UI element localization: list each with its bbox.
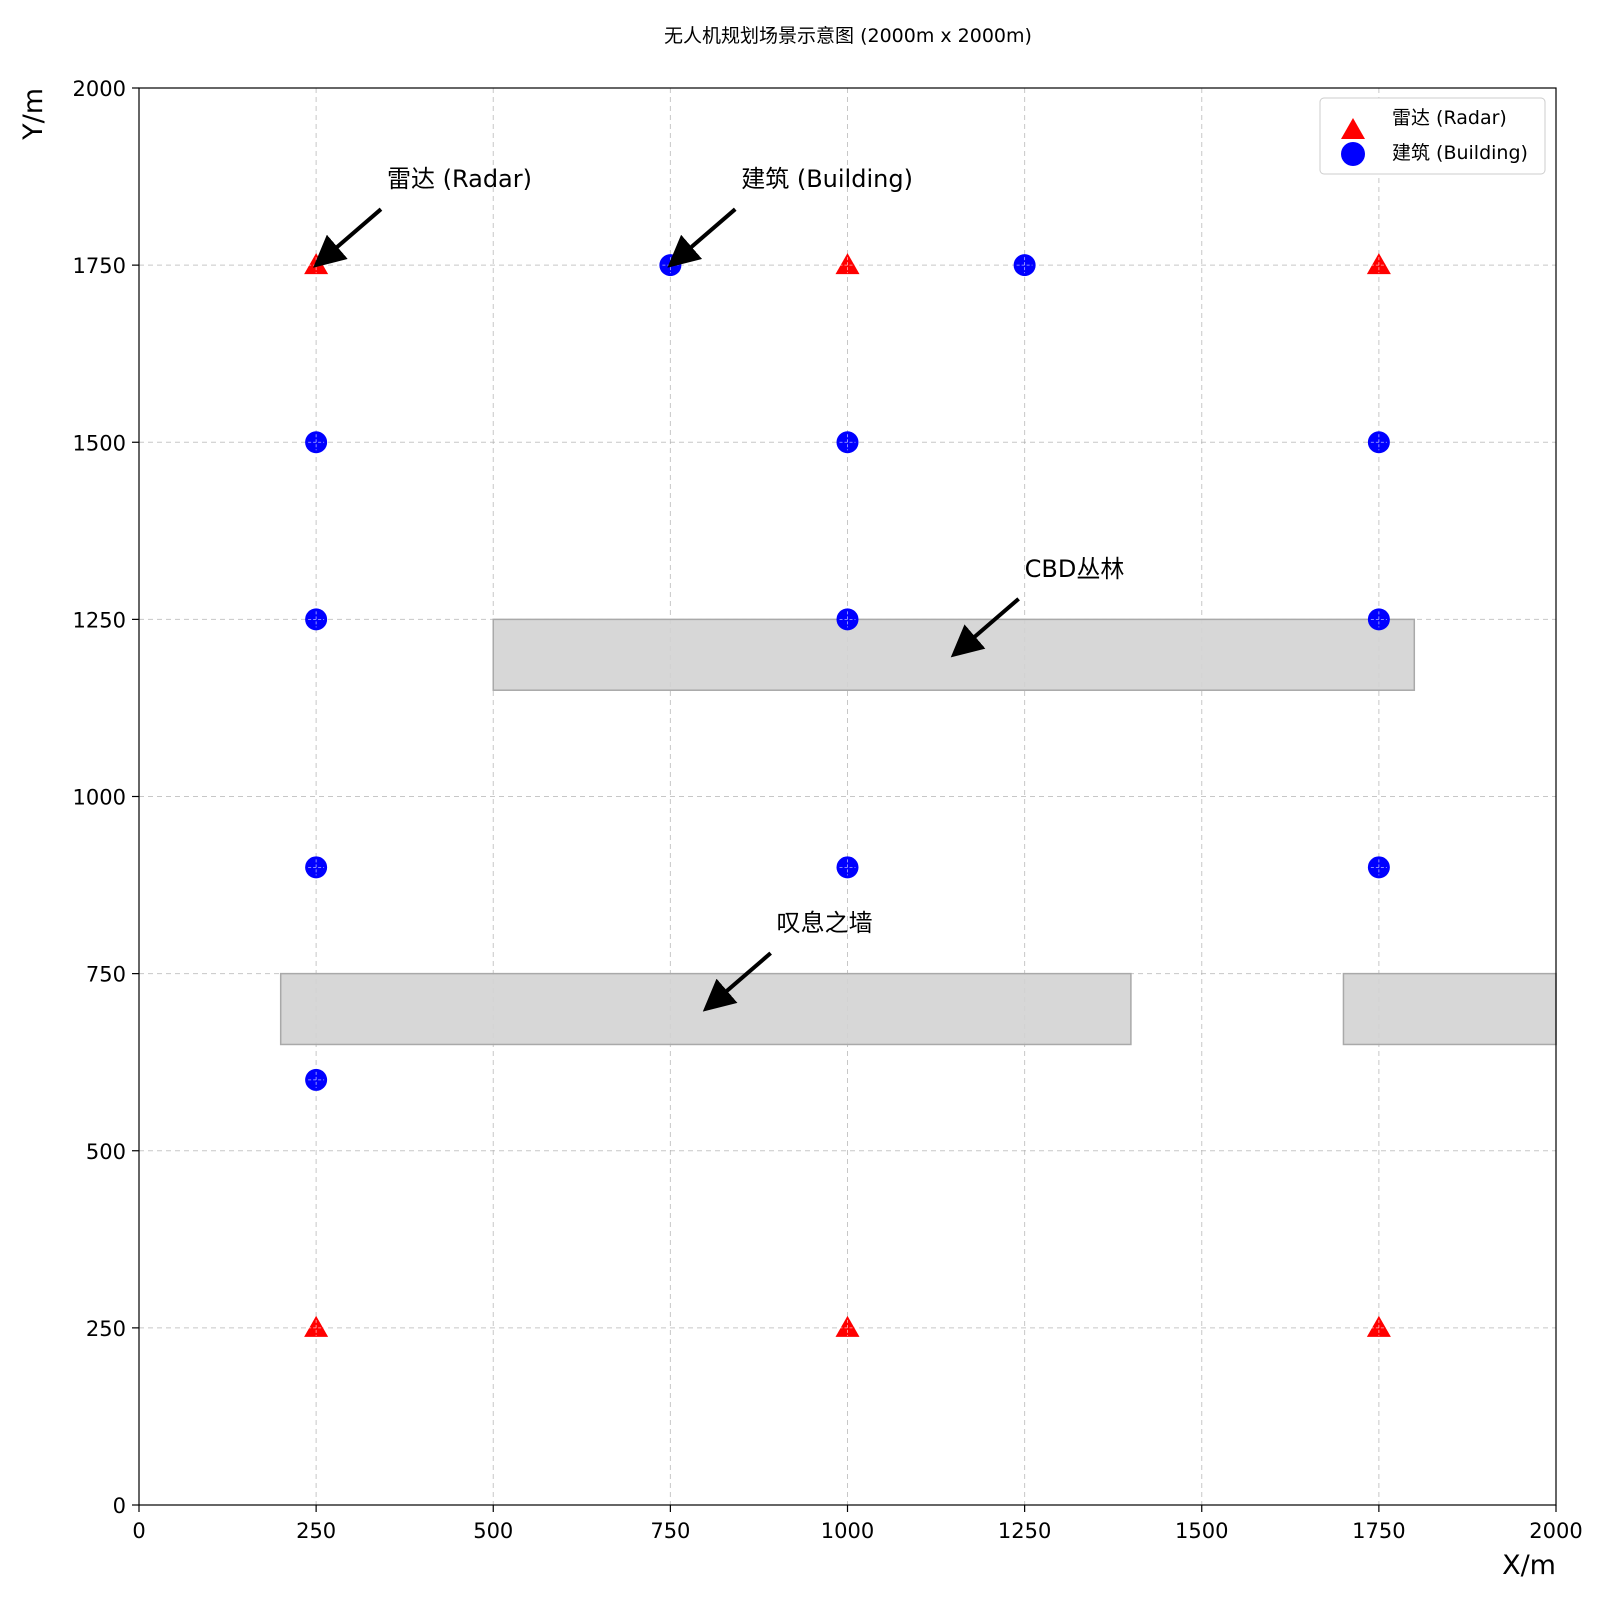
x-tick-label: 750	[650, 1519, 690, 1543]
y-tick-label: 1250	[73, 608, 126, 632]
x-tick-label: 1000	[821, 1519, 874, 1543]
annotation-arrow	[950, 597, 1020, 658]
legend-box	[1319, 97, 1546, 175]
chart-title: 无人机规划场景示意图 (2000m x 2000m)	[664, 25, 1032, 47]
annotation-label: CBD丛林	[1025, 555, 1125, 583]
annotation-arrow	[667, 207, 737, 268]
region-rect	[279, 972, 1132, 1046]
legend-radar-label: 雷达 (Radar)	[1392, 107, 1507, 129]
legend-building-marker	[1341, 142, 1365, 166]
y-tick-label: 1750	[73, 254, 126, 278]
annotation-label: 雷达 (Radar)	[387, 165, 532, 193]
y-tick-label: 500	[86, 1140, 126, 1164]
y-tick-label: 250	[86, 1317, 126, 1341]
annotation-label: 叹息之墙	[777, 909, 873, 937]
plot-frame	[138, 87, 1557, 1506]
x-tick-label: 1250	[998, 1519, 1051, 1543]
x-tick-label: 250	[296, 1519, 336, 1543]
y-tick-label: 1000	[73, 786, 126, 810]
annotation-arrow	[702, 951, 772, 1012]
y-tick-label: 1500	[73, 431, 126, 455]
x-tick-label: 2000	[1529, 1519, 1582, 1543]
y-axis-label: Y/m	[18, 88, 49, 141]
annotation-label: 建筑 (Building)	[741, 165, 913, 193]
y-tick-label: 750	[86, 963, 126, 987]
grid	[138, 87, 1557, 1506]
x-tick-label: 1750	[1352, 1519, 1405, 1543]
x-tick-label: 1500	[1175, 1519, 1228, 1543]
region-rect	[492, 618, 1416, 691]
x-tick-label: 0	[132, 1519, 145, 1543]
x-tick-label: 500	[473, 1519, 513, 1543]
legend-radar-marker	[1341, 118, 1365, 139]
y-tick-label: 2000	[73, 77, 126, 101]
legend: 雷达 (Radar) 建筑 (Building)	[1319, 97, 1546, 175]
region-rect	[1342, 972, 1557, 1046]
regions	[279, 618, 1557, 1046]
legend-building-label: 建筑 (Building)	[1392, 142, 1528, 164]
annotation-arrow	[313, 207, 383, 268]
x-axis-label: X/m	[1502, 1550, 1556, 1581]
axis-ticks: 0 250 500 750 1000 1250 1500 1750 2000 0 250 500 750…	[73, 77, 1583, 1543]
y-tick-label: 0	[113, 1494, 126, 1518]
